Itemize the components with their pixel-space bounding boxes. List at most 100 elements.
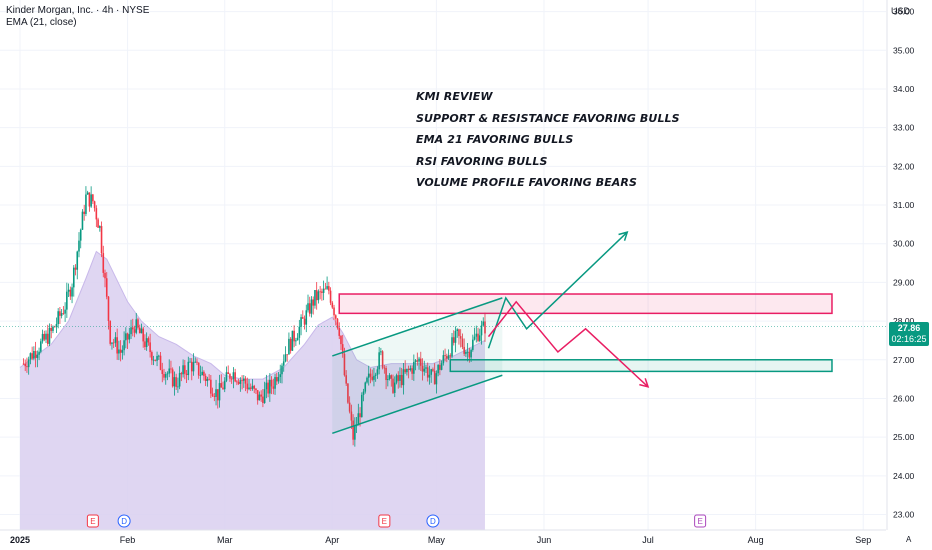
candle-body [423,368,426,372]
symbol-title[interactable]: Kinder Morgan, Inc. · 4h · NYSE [6,5,150,16]
candle-body [33,350,35,359]
candle-body [399,375,401,381]
candle-body [121,350,124,353]
candle-body [93,201,96,209]
candle-body [397,375,400,381]
candle-body [291,330,294,351]
candle-body [66,291,68,310]
candle-body [253,385,256,389]
candle-body [303,318,306,325]
candle-body [114,337,117,343]
candle-body [267,382,269,394]
candle-body [430,369,432,375]
candle-body [477,333,479,341]
candle-body [118,349,120,354]
candle-body [145,338,148,348]
candle-body [244,378,247,384]
candle-body [312,299,315,306]
price-tick-label: 23.00 [893,510,915,520]
candle-body [194,361,197,363]
candle-body [81,211,84,230]
candle-body [185,373,188,376]
candle-body [452,337,455,343]
candle-body [27,359,30,368]
candle-body [88,192,91,207]
time-tick-label: Sep [855,535,871,545]
candle-body [59,311,61,316]
candle-body [116,337,118,354]
candle-body [376,369,379,375]
candles [22,186,486,447]
candle-body [440,363,443,370]
candle-body [373,375,375,380]
candle-body [378,352,380,370]
candle-body [432,369,434,371]
resistance-zone [338,293,833,315]
candle-body [187,361,190,376]
candle-body [215,389,217,397]
candle-body [406,368,408,373]
candle-body [86,192,89,195]
candle-body [251,385,254,389]
dividend-marker [426,514,440,528]
candle-body [421,365,424,372]
candle-body [236,381,238,383]
candle-body [170,368,172,370]
candle-body [171,369,174,387]
candle-body [156,356,158,361]
price-tick-label: 28.00 [893,316,915,326]
candle-body [164,374,167,378]
candle-body [111,342,113,344]
candle-body [225,372,228,381]
currency-label[interactable]: USD [890,6,910,16]
candle-body [166,373,169,375]
price-tick-label: 27.00 [893,355,915,365]
candle-body [223,380,226,390]
candle-body [206,378,209,382]
dividend-marker [117,514,131,528]
candle-body [57,311,59,325]
candle-body [258,394,261,401]
price-tick-label: 34.00 [893,84,915,94]
candle-body [444,355,446,357]
review-annotations: KMI REVIEW SUPPORT & RESISTANCE FAVORING… [416,90,680,198]
candle-body [255,388,257,391]
candle-body [451,337,453,357]
candle-body [201,371,203,376]
candle-body [125,333,127,341]
candle-body [72,267,75,288]
indicator-legend[interactable]: EMA (21, close) [6,17,77,28]
bar-countdown: 02:16:25 [891,334,927,344]
candle-body [239,380,242,384]
candle-body [199,375,202,376]
auto-scale-button[interactable]: A [906,535,912,544]
candle-body [210,379,212,394]
candle-body [211,393,214,396]
candle-body [260,394,262,397]
candle-body [439,364,441,370]
candle-body [177,386,179,388]
candle-body [135,319,138,333]
candle-body [307,303,309,311]
candle-body [437,364,439,374]
candle-body [409,368,412,370]
candle-body [151,352,153,361]
candle-body [286,354,288,356]
candle-body [144,341,146,348]
candle-body [90,194,92,207]
candle-body [175,377,177,387]
candle-body [60,313,63,316]
candle-body [419,358,422,366]
candle-body [393,382,396,393]
candle-body [461,338,464,347]
candle-body [395,375,398,383]
candle-body [62,313,65,315]
candle-body [425,367,427,369]
price-axis[interactable]: 23.00 24.00 25.00 26.00 27.00 28.00 29.00 30.00… [886,0,915,530]
candle-body [347,383,349,403]
candle-body [449,355,452,357]
price-tick-label: 35.00 [893,45,915,55]
time-axis[interactable]: 2025 Feb Mar Apr May Jun Jul Aug Sep [0,529,886,545]
candle-body [71,287,73,297]
